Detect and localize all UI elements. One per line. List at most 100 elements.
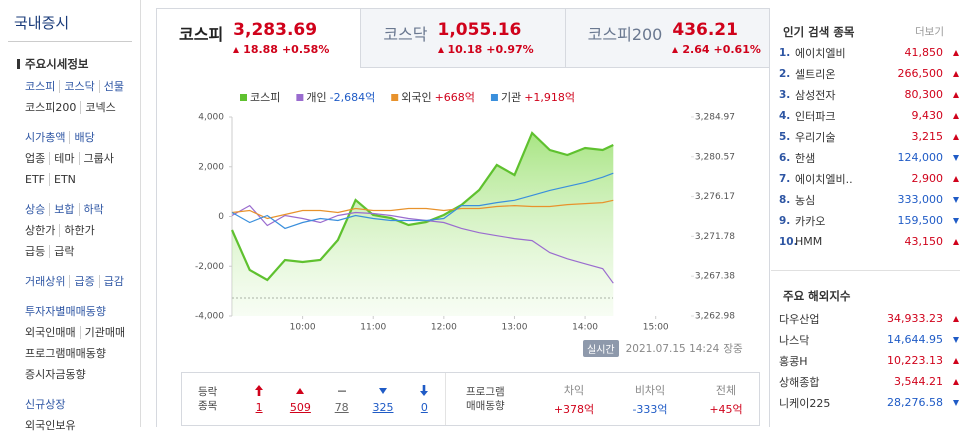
sidebar-link[interactable]: 코스피	[25, 80, 56, 93]
list-row[interactable]: 9. 카카오 159,500	[779, 210, 959, 231]
sidebar-link[interactable]: 하한가	[59, 224, 99, 237]
sidebar-link[interactable]: 거래상위	[25, 275, 66, 288]
list-row[interactable]: 상해종합 3,544.21	[779, 371, 959, 392]
index-name: 코스피200	[587, 25, 663, 44]
x-tick-label: 11:00	[360, 323, 386, 333]
up-arrow	[672, 46, 679, 53]
page: Market { "sidebar": {"title": "국내증시", "h…	[8, 0, 960, 432]
sidebar-link[interactable]: 테마	[49, 152, 79, 165]
list-row[interactable]: 6. 한샘 124,000	[779, 147, 959, 168]
price: 43,150	[904, 235, 944, 248]
sidebar-row: 급등 급락	[25, 241, 140, 262]
index-tab[interactable]: 코스닥 1,055.16 10.18 +0.97%	[361, 8, 566, 68]
sidebar-link[interactable]: 코넥스	[80, 101, 120, 114]
price: 159,500	[897, 214, 944, 227]
list-row[interactable]: 홍콩H 10,223.13	[779, 350, 959, 371]
x-tick-label: 12:00	[431, 323, 457, 333]
breadth-label: 등락 종목	[198, 385, 238, 413]
sidebar-row: 코스피200 코넥스	[25, 97, 140, 118]
breadth-icon	[296, 387, 305, 394]
sidebar-link[interactable]: 급증	[69, 275, 99, 288]
price: 80,300	[904, 88, 944, 101]
sidebar-link[interactable]: ETN	[49, 173, 80, 186]
sidebar-link[interactable]: ETF	[25, 173, 45, 186]
sidebar-link[interactable]: 보합	[49, 203, 79, 216]
stock-name: 셀트리온	[795, 67, 836, 81]
sidebar-link[interactable]: 상한가	[25, 224, 56, 237]
sidebar-link[interactable]: 증시자금동향	[25, 368, 86, 381]
sidebar-link[interactable]: 그룹사	[78, 152, 118, 165]
rank: 9.	[779, 214, 791, 227]
list-row[interactable]: 4. 인터파크 9,430	[779, 105, 959, 126]
sidebar-row: 상승 보합 하락	[25, 199, 140, 220]
breadth-count[interactable]: 78	[334, 400, 349, 414]
sidebar-link[interactable]: 신규상장	[25, 398, 66, 411]
series-line	[230, 131, 614, 282]
list-row[interactable]: 8. 농심 333,000	[779, 189, 959, 210]
sidebar-link[interactable]: 선물	[98, 80, 128, 93]
breadth-item: 509	[280, 385, 321, 414]
price: 34,933.23	[887, 312, 943, 325]
up-arrow	[953, 378, 959, 385]
list-row[interactable]: 니케이225 28,276.58	[779, 392, 959, 413]
index-value: 1,055.16	[437, 20, 522, 40]
sidebar-link[interactable]: 급등	[25, 245, 46, 258]
sidebar-link[interactable]: 외국인매매	[25, 326, 76, 339]
breadth-icon	[420, 384, 429, 396]
index-tab[interactable]: 코스피200 436.21 2.64 +0.61%	[565, 8, 770, 68]
breadth-count[interactable]: 509	[289, 400, 311, 414]
list-row[interactable]: 2. 셀트리온 266,500	[779, 63, 959, 84]
sidebar-link[interactable]: 기관매매	[79, 326, 130, 339]
list-row[interactable]: 1. 에이치엘비 41,850	[779, 42, 959, 63]
sidebar-link[interactable]: 상승	[25, 203, 46, 216]
sidebar-link[interactable]: 외국인보유	[25, 419, 76, 432]
breadth-count[interactable]: 1	[255, 400, 263, 414]
down-arrow	[953, 336, 959, 343]
breadth-count[interactable]: 325	[372, 400, 394, 414]
sidebar-link[interactable]: 프로그램매매동향	[25, 347, 106, 360]
sidebar-link[interactable]: 코스피200	[25, 101, 77, 114]
stock-name: 인터파크	[795, 109, 836, 123]
index-tab[interactable]: 코스피 3,283.69 18.88 +0.58%	[156, 8, 362, 68]
up-arrow	[953, 49, 959, 56]
list-row[interactable]: 10. HMM 43,150	[779, 231, 959, 252]
list-row[interactable]: 7. 에이치엘비.. 2,900	[779, 168, 959, 189]
list-row[interactable]: 나스닥 14,644.95	[779, 329, 959, 350]
overseas-list: 다우산업 34,933.23 나스닥 14,644.95 홍콩H 10,223.13 상해종…	[779, 308, 959, 413]
program-item: 전체 +45억	[688, 382, 764, 417]
list-row[interactable]: 다우산업 34,933.23	[779, 308, 959, 329]
up-arrow	[233, 46, 240, 53]
breadth-count[interactable]: 0	[420, 400, 428, 414]
series-line	[231, 199, 614, 220]
list-row[interactable]: 5. 우리기술 3,215	[779, 126, 959, 147]
sidebar-link[interactable]: 배당	[69, 131, 99, 144]
sidebar-link[interactable]: 급락	[49, 245, 79, 258]
popular-list: 1. 에이치엘비 41,850 2. 셀트리온 266,500 3. 삼성전자 80,300 4.…	[779, 42, 959, 252]
change-rate: +0.97%	[486, 43, 534, 56]
label-line: 매매동향	[466, 400, 505, 412]
program-item: 비차익 -333억	[612, 382, 688, 417]
y-tick-label: -2,000	[195, 262, 224, 272]
more-link[interactable]: 더보기	[915, 26, 944, 38]
index-value: 436.21	[672, 20, 738, 40]
index-value: 3,283.69	[233, 20, 318, 40]
index-quote: 3,283.69 18.88 +0.58%	[233, 20, 329, 56]
index-change: 2.64 +0.61%	[672, 43, 761, 56]
list-row[interactable]: 3. 삼성전자 80,300	[779, 84, 959, 105]
sidebar-link[interactable]: 업종	[25, 152, 46, 165]
sidebar-row: 증시자금동향	[25, 364, 140, 385]
price: 3,215	[911, 130, 944, 143]
sidebar-link[interactable]: 급감	[98, 275, 128, 288]
sidebar-link[interactable]: 시가총액	[25, 131, 66, 144]
price: 41,850	[904, 46, 944, 59]
sidebar-link[interactable]: 하락	[78, 203, 108, 216]
sidebar-link[interactable]: 코스닥	[59, 80, 99, 93]
y2-tick-label: 3,267.38	[695, 272, 735, 282]
legend-swatch	[296, 94, 304, 101]
realtime-button[interactable]: 실시간	[583, 340, 619, 357]
up-arrow	[437, 46, 444, 53]
sidebar-header: 주요시세정보	[17, 56, 140, 72]
sidebar-link[interactable]: 투자자별매매동향	[25, 305, 106, 318]
program-name: 비차익	[634, 383, 666, 397]
